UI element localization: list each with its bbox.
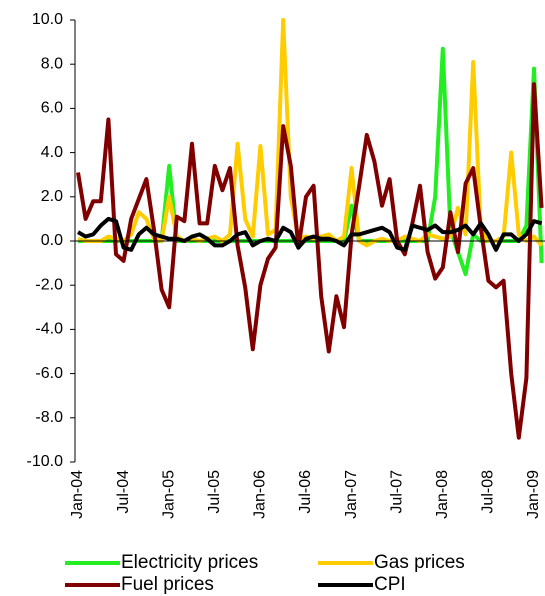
x-tick-label: Jan-05 bbox=[160, 470, 177, 519]
x-tick-label: Jan-06 bbox=[252, 470, 269, 519]
legend-label: Electricity prices bbox=[121, 552, 258, 573]
series-line bbox=[76, 82, 544, 440]
series-line bbox=[77, 18, 544, 248]
x-tick-label: Jul-05 bbox=[206, 470, 223, 514]
series-line bbox=[76, 216, 543, 252]
x-tick-label: Jul-06 bbox=[297, 470, 314, 514]
plot-area bbox=[76, 18, 544, 440]
y-tick-label: -8.0 bbox=[35, 409, 63, 426]
y-tick-label: 6.0 bbox=[41, 100, 63, 117]
y-tick-label: -10.0 bbox=[27, 453, 64, 470]
y-tick-label: -6.0 bbox=[35, 365, 63, 382]
x-tick-label: Jul-07 bbox=[388, 470, 405, 514]
x-tick-label: Jan-08 bbox=[434, 470, 451, 519]
y-tick-label: 10.0 bbox=[32, 11, 63, 28]
x-tick-label: Jan-07 bbox=[343, 470, 360, 519]
y-tick-label: -2.0 bbox=[35, 276, 63, 293]
x-tick-label: Jan-09 bbox=[525, 470, 542, 519]
legend-label: CPI bbox=[374, 574, 406, 595]
x-tick-label: Jul-08 bbox=[480, 470, 497, 514]
y-tick-label: 8.0 bbox=[41, 55, 63, 72]
y-tick-label: -4.0 bbox=[35, 321, 63, 338]
y-tick-label: 2.0 bbox=[41, 188, 63, 205]
legend-label: Fuel prices bbox=[121, 574, 214, 595]
legend-label: Gas prices bbox=[374, 552, 465, 573]
y-tick-label: 4.0 bbox=[41, 144, 63, 161]
x-tick-label: Jan-04 bbox=[69, 470, 86, 519]
y-tick-label: 0.0 bbox=[41, 232, 63, 249]
x-tick-label: Jul-04 bbox=[115, 470, 132, 514]
